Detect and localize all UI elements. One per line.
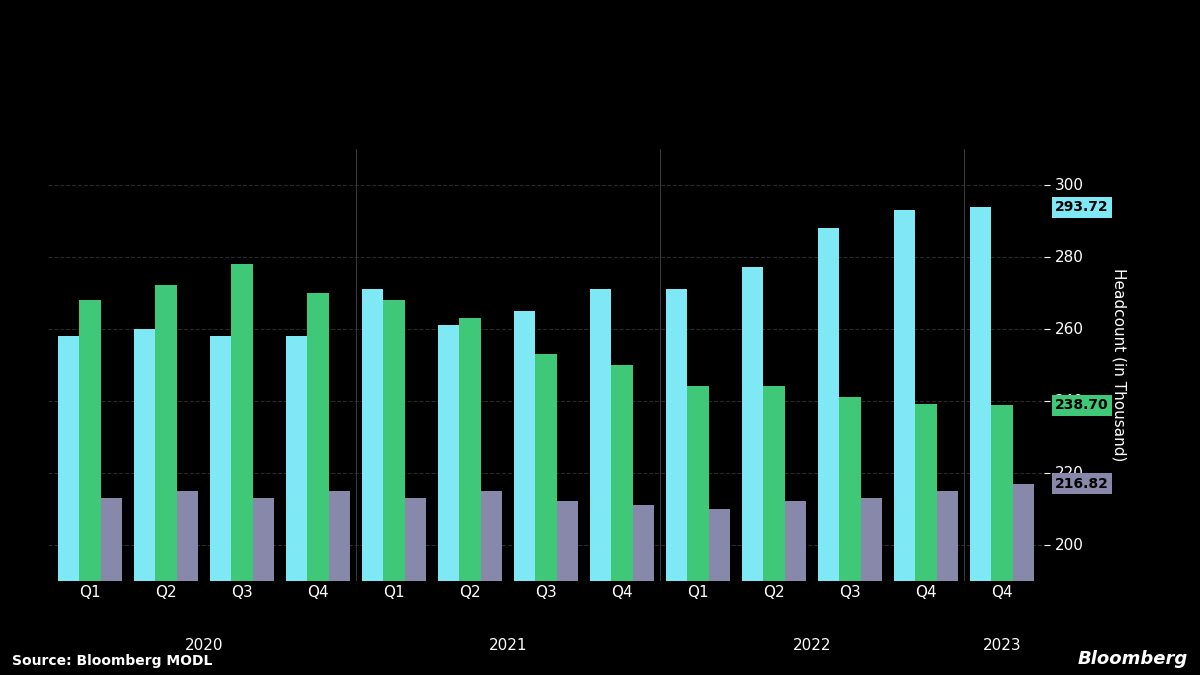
Bar — [937, 491, 959, 675]
Bar — [133, 329, 155, 675]
Bar — [970, 207, 991, 675]
Bar — [79, 300, 101, 675]
Bar — [460, 318, 481, 675]
Bar — [632, 505, 654, 675]
Bar — [916, 404, 937, 675]
Bar — [860, 497, 882, 675]
Bar — [155, 286, 176, 675]
Bar — [688, 386, 709, 675]
Bar — [894, 210, 916, 675]
Bar — [666, 289, 688, 675]
Y-axis label: Headcount (in Thousand): Headcount (in Thousand) — [1111, 268, 1126, 461]
Bar — [742, 267, 763, 675]
Bar — [286, 335, 307, 675]
Bar — [383, 300, 404, 675]
Bar — [329, 491, 350, 675]
Bar — [709, 508, 731, 675]
Bar — [481, 491, 503, 675]
Text: 2020: 2020 — [185, 638, 223, 653]
Bar — [361, 289, 383, 675]
Bar — [785, 502, 806, 675]
Bar — [232, 264, 253, 675]
Bar — [514, 310, 535, 675]
Text: Bloomberg: Bloomberg — [1078, 650, 1188, 668]
Bar — [404, 497, 426, 675]
Bar — [557, 502, 578, 675]
Bar — [307, 292, 329, 675]
Bar — [101, 497, 122, 675]
Bar — [210, 335, 232, 675]
Bar — [1013, 484, 1034, 675]
Bar — [253, 497, 274, 675]
Bar — [176, 491, 198, 675]
Bar — [589, 289, 611, 675]
Bar — [535, 354, 557, 675]
Bar — [763, 386, 785, 675]
Bar — [818, 227, 839, 675]
Text: Source: Bloomberg MODL: Source: Bloomberg MODL — [12, 654, 212, 668]
Bar — [991, 405, 1013, 675]
Text: 2023: 2023 — [983, 638, 1021, 653]
Text: 2021: 2021 — [488, 638, 527, 653]
Text: 238.70: 238.70 — [1055, 398, 1109, 412]
Text: 2022: 2022 — [793, 638, 832, 653]
Text: 293.72: 293.72 — [1055, 200, 1109, 214]
Bar — [839, 397, 860, 675]
Text: 216.82: 216.82 — [1055, 477, 1109, 491]
Bar — [611, 364, 632, 675]
Bar — [58, 335, 79, 675]
Bar — [438, 325, 460, 675]
